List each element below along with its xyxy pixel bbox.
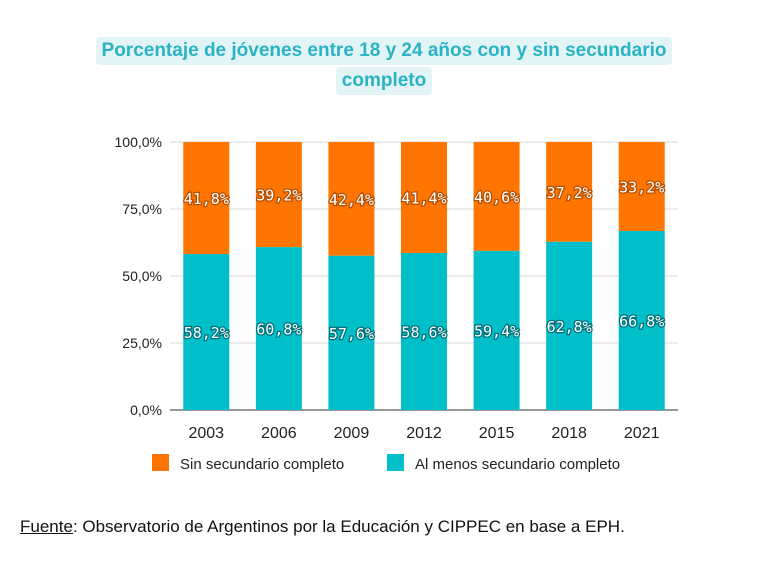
- data-label-sin: 40,6%: [474, 188, 519, 206]
- data-label-con: 57,6%: [329, 325, 374, 343]
- bar-segment-con: [546, 241, 593, 410]
- data-label-con: 60,8%: [256, 321, 301, 339]
- bar-segment-con: [255, 247, 302, 410]
- bar-segment-sin: [255, 142, 302, 248]
- legend-con-swatch: [387, 454, 404, 471]
- x-tick-label: 2009: [334, 425, 370, 442]
- y-tick-label: 100,0%: [115, 134, 162, 150]
- source-note: Fuente: Observatorio de Argentinos por l…: [20, 517, 625, 537]
- bar-segment-sin: [618, 142, 665, 231]
- x-tick-label: 2015: [479, 425, 515, 442]
- x-tick-label: 2018: [551, 425, 587, 442]
- bar-segment-con: [183, 254, 230, 410]
- bar-segment-sin: [183, 142, 230, 255]
- y-tick-label: 25,0%: [122, 335, 162, 351]
- bar-segment-sin: [546, 142, 593, 242]
- bar-segment-con: [618, 230, 665, 410]
- bar-segment-con: [473, 250, 520, 410]
- stacked-bar-chart: 0,0% 25,0% 50,0% 75,0% 100,0% 58,2% 41,8% 2003 6…: [115, 134, 678, 473]
- x-tick-label: 2003: [188, 425, 224, 442]
- y-tick-label: 50,0%: [122, 268, 162, 284]
- bar-segment-sin: [401, 142, 447, 253]
- source-label: Fuente: [20, 517, 73, 536]
- legend-sin-label: Sin secundario completo: [180, 456, 344, 473]
- data-label-sin: 41,8%: [184, 190, 229, 208]
- bar-segment-con: [401, 252, 447, 410]
- x-tick-label: 2006: [261, 425, 297, 442]
- chart-title: Porcentaje de jóvenes entre 18 y 24 años…: [0, 36, 768, 96]
- data-label-con: 66,8%: [619, 312, 664, 330]
- y-tick-label: 0,0%: [130, 402, 162, 418]
- bar-segment-sin: [328, 142, 375, 256]
- data-label-con: 59,4%: [474, 322, 519, 340]
- data-label-con: 58,6%: [401, 323, 446, 341]
- title-line-2: completo: [335, 67, 433, 95]
- bar-segment-sin: [473, 142, 520, 251]
- data-label-sin: 37,2%: [547, 184, 592, 202]
- title-line-1: Porcentaje de jóvenes entre 18 y 24 años…: [95, 37, 673, 65]
- data-label-sin: 33,2%: [619, 178, 664, 196]
- x-tick-label: 2021: [624, 425, 660, 442]
- data-label-sin: 42,4%: [329, 191, 374, 209]
- y-tick-label: 75,0%: [122, 201, 162, 217]
- x-tick-label: 2012: [406, 425, 442, 442]
- legend-con-label: Al menos secundario completo: [415, 456, 620, 473]
- source-text: : Observatorio de Argentinos por la Educ…: [72, 517, 625, 536]
- data-label-sin: 39,2%: [256, 187, 301, 205]
- bar-segment-con: [328, 255, 375, 410]
- legend-sin-swatch: [152, 454, 169, 471]
- data-label-con: 62,8%: [547, 318, 592, 336]
- data-label-sin: 41,4%: [401, 189, 446, 207]
- data-label-con: 58,2%: [184, 324, 229, 342]
